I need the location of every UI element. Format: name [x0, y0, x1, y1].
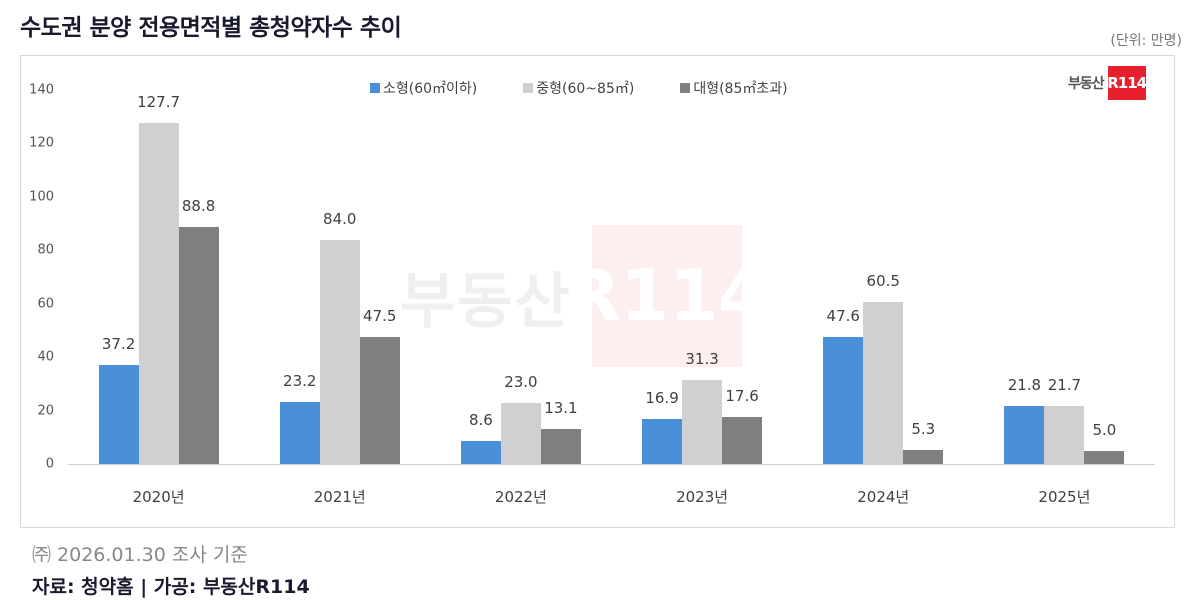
x-tick-label: 2023년 — [676, 488, 729, 506]
legend-swatch-small-icon — [370, 83, 380, 93]
bar — [138, 122, 179, 464]
data-label: 88.8 — [181, 196, 216, 215]
legend-label: 중형(60~85㎡) — [536, 81, 635, 97]
y-tick-label: 20 — [37, 403, 54, 419]
data-label: 127.7 — [137, 92, 181, 111]
x-tick-label: 2025년 — [1038, 488, 1091, 506]
y-tick-label: 40 — [37, 349, 54, 365]
bar — [460, 441, 501, 464]
data-label: 5.3 — [911, 419, 936, 438]
data-label: 84.0 — [323, 209, 357, 228]
data-label: 37.2 — [101, 334, 136, 353]
x-tick-label: 2022년 — [494, 488, 547, 506]
legend-swatch-large-icon — [680, 83, 691, 93]
brand-logo: 부동산 R114 — [1068, 66, 1147, 100]
data-label: 17.6 — [725, 386, 759, 405]
data-label: 23.0 — [504, 372, 538, 391]
data-label: 47.5 — [363, 307, 397, 326]
data-label: 8.6 — [468, 411, 493, 430]
bar — [319, 239, 360, 464]
bar — [823, 336, 864, 464]
y-tick-label: 0 — [45, 456, 54, 472]
legend: 소형(60㎡이하) 중형(60~85㎡) 대형(85㎡초과) — [370, 78, 788, 98]
legend-item-large: 대형(85㎡초과) — [680, 78, 788, 98]
data-label: 60.5 — [866, 272, 900, 291]
data-label: 47.6 — [826, 306, 860, 325]
legend-label: 대형(85㎡초과) — [693, 81, 788, 97]
bar — [863, 302, 904, 464]
legend-label: 소형(60㎡이하) — [383, 81, 478, 97]
legend-item-small: 소형(60㎡이하) — [370, 78, 477, 98]
y-tick-label: 140 — [29, 82, 54, 98]
y-tick-label: 80 — [37, 242, 54, 258]
source-credit: 자료: 청약홈 | 가공: 부동산R114 — [32, 576, 310, 598]
bar — [98, 364, 139, 464]
data-label: 16.9 — [645, 388, 679, 407]
y-tick-label: 60 — [37, 296, 54, 312]
data-label: 5.0 — [1092, 420, 1117, 439]
data-label: 21.8 — [1007, 375, 1042, 394]
legend-item-medium: 중형(60~85㎡) — [523, 78, 634, 98]
data-label: 31.3 — [685, 350, 719, 369]
x-tick-label: 2024년 — [857, 488, 910, 506]
x-tick-label: 2021년 — [313, 488, 366, 506]
bar — [359, 337, 400, 464]
x-tick-label: 2020년 — [132, 488, 185, 506]
bar — [1004, 405, 1045, 464]
logo-text: 부동산 — [1068, 76, 1105, 92]
bar — [903, 449, 944, 464]
bar — [1044, 406, 1085, 464]
logo-r114-icon: R114 — [1107, 66, 1147, 100]
data-label: 23.2 — [283, 372, 317, 391]
bar — [178, 226, 219, 464]
y-tick-label: 120 — [29, 135, 54, 151]
data-label: 13.1 — [544, 399, 578, 417]
survey-note: ㈜ 2026.01.30 조사 기준 — [32, 544, 248, 566]
bar — [540, 429, 581, 464]
chart-title: 수도권 분양 전용면적별 총청약자수 추이 — [20, 15, 402, 41]
legend-swatch-medium-icon — [523, 83, 534, 93]
bar — [722, 416, 763, 464]
data-label: 21.7 — [1047, 376, 1082, 395]
bar — [642, 418, 683, 464]
bar — [279, 402, 320, 464]
y-tick-label: 100 — [29, 189, 54, 205]
x-axis-line — [68, 464, 1155, 465]
unit-label: (단위: 만명) — [1110, 33, 1182, 49]
bar — [1084, 450, 1125, 464]
bar — [500, 402, 541, 464]
bar — [682, 380, 723, 464]
